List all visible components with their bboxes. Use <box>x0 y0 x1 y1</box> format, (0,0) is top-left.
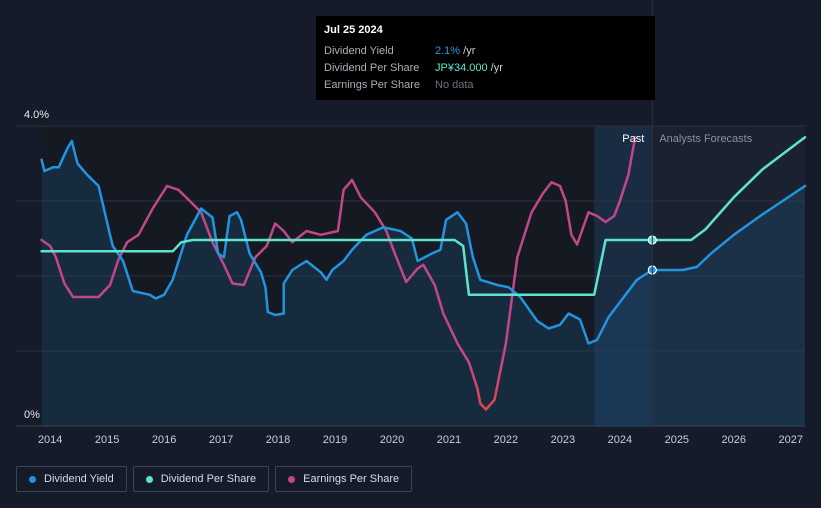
dividend-yield-area <box>41 141 806 426</box>
tooltip-row-dividend-per-share: Dividend Per Share JP¥34.000 /yr <box>324 59 647 76</box>
tooltip: Jul 25 2024 Dividend Yield 2.1% /yr Divi… <box>316 16 655 100</box>
tooltip-value: JP¥34.000 /yr <box>435 61 503 74</box>
x-tick-label: 2021 <box>437 434 461 446</box>
forecast-label: Analysts Forecasts <box>659 133 752 145</box>
x-tick-label: 2024 <box>608 434 632 446</box>
legend-dot-icon <box>288 475 296 483</box>
x-tick-label: 2018 <box>266 434 290 446</box>
x-tick-label: 2022 <box>494 434 518 446</box>
legend: Dividend Yield Dividend Per Share Earnin… <box>16 466 413 492</box>
tooltip-date: Jul 25 2024 <box>324 24 383 36</box>
tooltip-label: Dividend Yield <box>324 44 394 57</box>
x-tick-label: 2026 <box>722 434 746 446</box>
tooltip-row-dividend-yield: Dividend Yield 2.1% /yr <box>324 42 647 59</box>
past-label: Past <box>622 133 644 145</box>
x-tick-label: 2019 <box>323 434 347 446</box>
x-tick-label: 2027 <box>779 434 803 446</box>
tooltip-row-earnings-per-share: Earnings Per Share No data <box>324 76 647 93</box>
legend-label: Dividend Yield <box>44 473 114 485</box>
legend-item-dividend-yield[interactable]: Dividend Yield <box>16 466 127 492</box>
gridlines <box>16 125 805 427</box>
x-tick-label: 2015 <box>95 434 119 446</box>
legend-item-earnings-per-share[interactable]: Earnings Per Share <box>275 466 413 492</box>
legend-item-dividend-per-share[interactable]: Dividend Per Share <box>132 466 270 492</box>
series-areas <box>41 141 806 426</box>
tooltip-label: Earnings Per Share <box>324 78 420 91</box>
x-tick-label: 2016 <box>152 434 176 446</box>
y-axis-label-bottom: 0% <box>24 409 40 421</box>
legend-dot-icon <box>29 475 36 483</box>
x-tick-label: 2014 <box>38 434 62 446</box>
tooltip-value: No data <box>435 78 474 91</box>
legend-label: Dividend Per Share <box>160 473 257 485</box>
legend-label: Earnings Per Share <box>303 473 400 485</box>
dividend-per-share-line <box>40 136 807 297</box>
x-tick-label: 2017 <box>209 434 233 446</box>
x-axis-ticks: 2014 2015 2016 2017 2018 2019 2020 2021 2022 2023… <box>38 434 803 446</box>
x-tick-label: 2023 <box>551 434 575 446</box>
x-tick-label: 2020 <box>380 434 404 446</box>
tooltip-value: 2.1% /yr <box>435 44 476 57</box>
y-axis-label-top: 4.0% <box>24 109 49 121</box>
tooltip-label: Dividend Per Share <box>324 61 420 74</box>
series-lines <box>40 136 807 411</box>
legend-dot-icon <box>145 475 153 483</box>
x-tick-label: 2025 <box>665 434 689 446</box>
dividend-yield-line <box>40 139 807 345</box>
earnings-per-share-line <box>40 136 637 411</box>
